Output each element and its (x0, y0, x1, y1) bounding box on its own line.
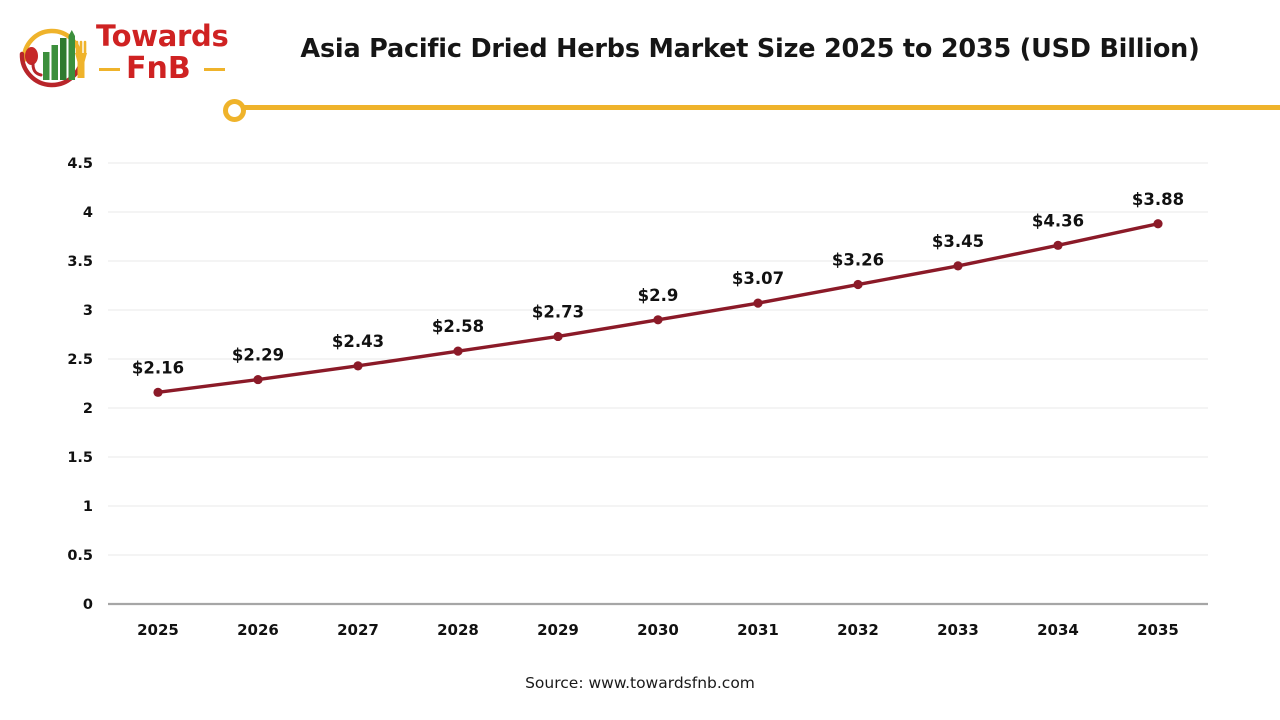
data-point[interactable] (753, 298, 763, 308)
data-point-label: $3.88 (1132, 190, 1184, 209)
logo[interactable]: Towards FnB (14, 16, 229, 96)
accent-divider-knob-icon (223, 99, 246, 122)
y-axis-tick-label: 4.5 (67, 156, 93, 172)
x-axis-tick-label: 2027 (337, 621, 379, 639)
data-point-label: $3.26 (832, 251, 884, 270)
data-point-label: $2.73 (532, 302, 584, 321)
y-axis-tick-label: 2.5 (67, 352, 93, 368)
data-point[interactable] (1053, 240, 1063, 250)
logo-dash-right (204, 68, 225, 71)
y-axis-labels: 0 0.5 1 1.5 2 2.5 3 3.5 4 4.5 (67, 156, 93, 613)
accent-divider (0, 99, 1280, 122)
x-axis-tick-label: 2026 (237, 621, 279, 639)
y-axis-tick-label: 1.5 (67, 450, 93, 466)
data-point[interactable] (353, 361, 363, 371)
series-path (156, 222, 1160, 395)
logo-word-towards: Towards (96, 19, 229, 53)
x-axis-tick-label: 2029 (537, 621, 579, 639)
y-axis-tick-label: 3.5 (67, 254, 93, 270)
data-point[interactable] (853, 279, 863, 290)
series-points (153, 219, 1163, 397)
data-point-label: $3.07 (732, 269, 784, 288)
data-point[interactable] (1153, 219, 1163, 229)
towards-fnb-logo-icon (14, 20, 94, 92)
logo-wordmark: Towards FnB (96, 19, 229, 90)
data-point-label: $2.58 (432, 317, 484, 336)
y-axis-tick-label: 2 (83, 401, 93, 417)
accent-divider-line (240, 105, 1280, 110)
series-data-labels: $2.16 $2.29 $2.43 $2.58 $2.73 $2.9 $3.07 $3.26 $… (132, 190, 1184, 378)
header: Towards FnB Asia Pacific Dried Herbs Mar… (0, 0, 1280, 130)
data-point-label: $4.36 (1032, 211, 1084, 230)
x-axis-tick-label: 2033 (937, 621, 979, 639)
y-axis-tick-label: 0 (83, 597, 93, 613)
data-point[interactable] (253, 374, 263, 385)
x-axis-tick-label: 2032 (837, 621, 879, 639)
y-axis-tick-label: 3 (83, 303, 93, 319)
data-point-label: $2.43 (332, 332, 384, 351)
x-axis-tick-label: 2034 (1037, 621, 1079, 639)
data-point-label: $3.45 (932, 232, 984, 251)
data-point-label: $2.9 (638, 286, 679, 305)
series-line (156, 222, 1160, 395)
logo-word-fnb: FnB (126, 51, 191, 86)
x-axis-tick-label: 2025 (137, 621, 179, 639)
data-point[interactable] (153, 387, 163, 397)
gridlines (108, 162, 1208, 556)
logo-dash-left (99, 68, 120, 71)
y-axis-tick-label: 1 (83, 499, 93, 515)
x-axis-tick-label: 2030 (637, 621, 679, 639)
data-point-label: $2.29 (232, 346, 284, 365)
y-axis-tick-label: 4 (83, 205, 93, 221)
data-point-label: $2.16 (132, 358, 184, 377)
data-point[interactable] (653, 315, 663, 325)
page-title: Asia Pacific Dried Herbs Market Size 202… (300, 34, 1200, 64)
y-axis-tick-label: 0.5 (67, 548, 93, 564)
data-point[interactable] (953, 261, 963, 271)
x-axis-tick-label: 2031 (737, 621, 779, 639)
x-axis-labels: 2025 2026 2027 2028 2029 2030 2031 2032 2033 2034… (137, 621, 1179, 639)
data-point[interactable] (453, 346, 463, 356)
data-point[interactable] (553, 331, 563, 342)
source-note: Source: www.towardsfnb.com (525, 674, 755, 692)
x-axis-tick-label: 2035 (1137, 621, 1179, 639)
x-axis-tick-label: 2028 (437, 621, 479, 639)
